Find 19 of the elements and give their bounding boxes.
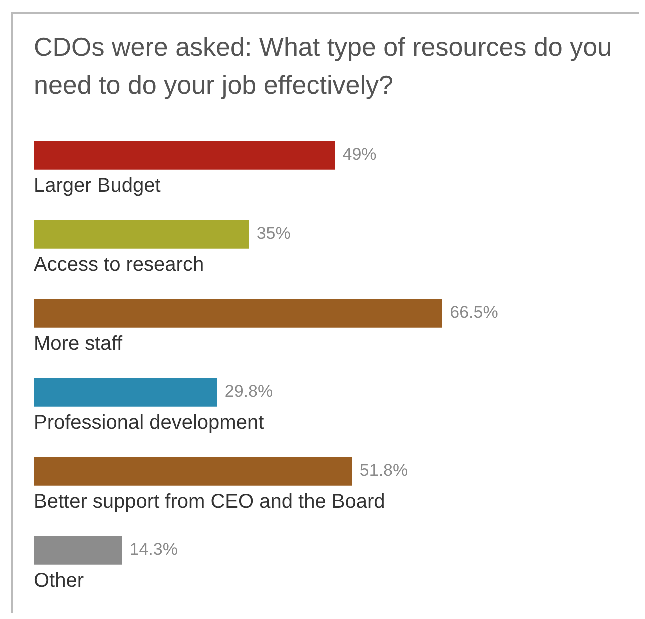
- y-tick-label: Professional development: [34, 412, 265, 434]
- bar: [34, 299, 442, 328]
- data-label: 29.8%: [224, 382, 274, 402]
- bar: [34, 457, 352, 486]
- data-label: 14.3%: [130, 540, 178, 560]
- data-label: 66.5%: [450, 303, 498, 322]
- data-label: 35%: [256, 224, 291, 244]
- y-tick-label: More staff: [34, 333, 123, 356]
- y-tick-label: Access to research: [34, 254, 204, 276]
- bar: [34, 378, 218, 407]
- y-tick-label: Other: [34, 570, 84, 592]
- bar: [34, 536, 122, 565]
- data-label: 49%: [342, 145, 377, 164]
- y-tick-label: Larger Budget: [34, 175, 162, 198]
- y-tick-label: Better support from CEO and the Board: [34, 491, 386, 514]
- chart-title: CDOs were asked: What type of resources do you need to do your job effectively?: [34, 31, 614, 102]
- data-label: 51.8%: [360, 461, 408, 480]
- bar: [34, 220, 250, 249]
- bar: [34, 141, 336, 170]
